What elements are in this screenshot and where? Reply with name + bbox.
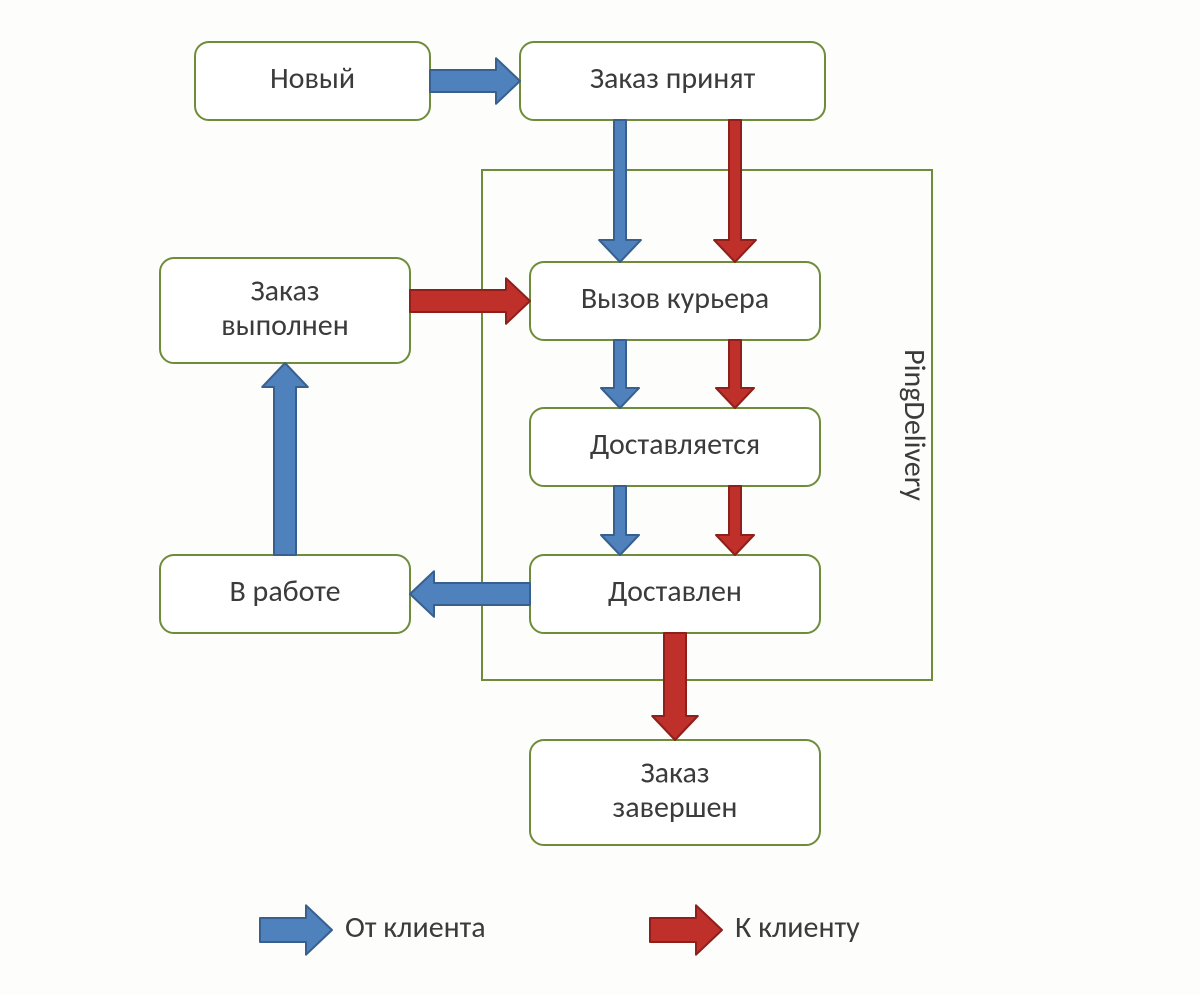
node-inwork: В работе — [160, 555, 410, 633]
node-label: Заказ — [250, 272, 319, 309]
node-label: выполнен — [221, 307, 349, 344]
legend-label-blue: От клиента — [345, 909, 486, 946]
edge-arrow-9 — [262, 363, 308, 555]
edge-arrow-7 — [716, 486, 754, 555]
edge-arrow-8 — [410, 571, 530, 617]
node-completed: Заказзавершен — [530, 740, 820, 845]
legend: От клиента К клиенту — [260, 905, 860, 954]
node-courier: Вызов курьера — [530, 262, 820, 340]
flowchart-diagram: PingDeliveryНовыйЗаказ принятЗаказвыполн… — [0, 0, 1200, 995]
node-delivering: Доставляется — [530, 408, 820, 486]
edges-layer — [262, 58, 756, 740]
legend-arrow-red — [650, 905, 722, 954]
node-label: Заказ принят — [590, 60, 756, 97]
node-label: Доставляется — [590, 426, 760, 463]
pingdelivery-label: PingDelivery — [896, 349, 933, 501]
node-accepted: Заказ принят — [520, 42, 825, 120]
nodes-layer: НовыйЗаказ принятЗаказвыполненВызов курь… — [160, 42, 825, 845]
edge-arrow-0 — [430, 58, 520, 104]
node-label: Доставлен — [608, 573, 742, 610]
edge-arrow-4 — [601, 340, 639, 408]
edge-arrow-5 — [716, 340, 754, 408]
node-new: Новый — [195, 42, 430, 120]
node-fulfilled: Заказвыполнен — [160, 258, 410, 363]
node-label: Вызов курьера — [581, 280, 769, 317]
node-label: В работе — [229, 573, 340, 610]
edge-arrow-6 — [601, 486, 639, 555]
legend-arrow-blue — [260, 905, 332, 954]
node-delivered: Доставлен — [530, 555, 820, 633]
edge-arrow-2 — [714, 120, 756, 262]
node-label: Новый — [270, 60, 355, 97]
edge-arrow-3 — [410, 278, 530, 324]
node-label: завершен — [613, 789, 738, 826]
edge-arrow-1 — [599, 120, 641, 262]
legend-label-red: К клиенту — [735, 909, 860, 946]
node-label: Заказ — [640, 754, 709, 791]
edge-arrow-10 — [652, 633, 698, 740]
